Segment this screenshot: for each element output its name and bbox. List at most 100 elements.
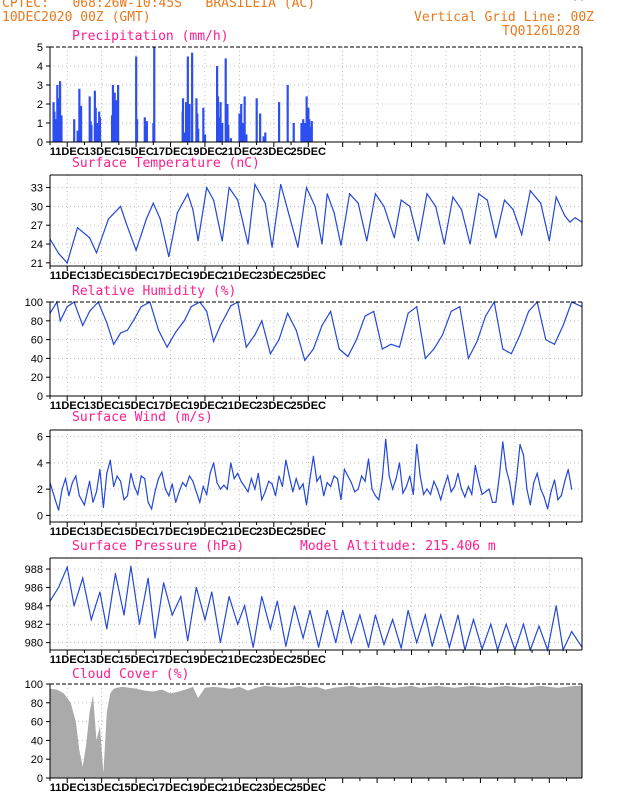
precip-bar	[57, 98, 60, 142]
data-point	[61, 488, 63, 490]
data-point	[88, 480, 91, 482]
data-point	[443, 485, 445, 488]
data-point	[180, 596, 182, 598]
x-tick-label: 17DEC	[153, 782, 189, 794]
data-point	[92, 501, 94, 503]
data-point	[550, 491, 552, 493]
precip-bar	[98, 117, 102, 142]
panel-4: 980 982 984 986 988 11DEC 13DEC15DEC17DEC19DEC…	[25, 539, 583, 666]
data-point	[484, 315, 487, 317]
data-point	[412, 493, 414, 495]
x-tick-label: 13DEC	[84, 654, 120, 666]
data-point	[553, 479, 556, 481]
data-point	[71, 481, 73, 484]
data-point	[288, 215, 290, 217]
data-point	[505, 623, 507, 625]
data-point	[309, 478, 311, 480]
data-point	[168, 255, 170, 258]
data-point	[571, 631, 573, 633]
precip-bar	[76, 130, 79, 142]
data-point	[484, 491, 487, 493]
x-tick-label: 11DEC	[50, 400, 85, 412]
data-point	[216, 481, 218, 484]
y-tick-label: 80	[31, 698, 43, 710]
x-tick-label: 25DEC	[291, 782, 327, 794]
data-point	[326, 193, 328, 195]
data-point	[361, 475, 363, 477]
precip-bar	[58, 81, 62, 142]
data-point	[510, 353, 513, 355]
panel-1: 21 24 27 30 33 11DEC 13DEC15DEC17DEC19DEC21DEC…	[31, 156, 583, 282]
y-tick-label: 100	[25, 297, 43, 309]
data-point	[90, 619, 92, 621]
data-point	[385, 438, 387, 440]
data-point	[212, 199, 215, 201]
series-line	[49, 565, 583, 653]
precip-bar	[94, 107, 97, 142]
data-point	[138, 623, 141, 625]
data-point	[447, 475, 449, 477]
data-point	[171, 614, 173, 616]
x-tick-label: 17DEC	[153, 654, 189, 666]
x-tick-label: 21DEC	[222, 526, 258, 538]
data-point	[140, 475, 142, 477]
precip-bar	[90, 124, 93, 142]
data-point	[522, 454, 525, 456]
x-tick-label: 15DEC	[118, 270, 154, 282]
data-point	[254, 334, 256, 336]
data-point	[261, 596, 263, 598]
data-point	[330, 310, 332, 312]
data-point	[226, 488, 228, 490]
data-point	[106, 472, 108, 474]
data-point	[75, 475, 77, 477]
data-point	[264, 491, 266, 493]
data-point	[240, 480, 242, 482]
precip-bar	[73, 119, 76, 142]
y-tick-label: 0	[37, 391, 43, 403]
data-point	[546, 508, 549, 510]
precip-bar	[229, 138, 232, 142]
data-point	[348, 193, 351, 195]
data-point	[288, 475, 290, 477]
data-point	[106, 628, 108, 630]
x-tick-label: 19DEC	[187, 782, 223, 794]
data-point	[519, 443, 521, 446]
data-point	[113, 485, 115, 488]
data-point	[107, 218, 110, 220]
data-point	[529, 504, 531, 506]
data-point	[276, 600, 278, 602]
data-point	[212, 340, 215, 343]
panel-title: Surface Temperature (nC)	[72, 156, 260, 171]
data-point	[393, 237, 395, 239]
data-point	[159, 218, 161, 220]
x-tick-label: 21DEC	[222, 400, 258, 412]
data-point	[175, 331, 177, 333]
data-point	[299, 488, 301, 490]
data-point	[503, 199, 506, 201]
data-point	[416, 642, 418, 644]
data-point	[457, 614, 459, 616]
precip-bar	[191, 52, 194, 143]
series-line	[49, 439, 573, 511]
precip-bar	[143, 117, 146, 142]
data-point	[76, 227, 79, 229]
y-tick-label: 33	[31, 183, 43, 195]
data-point	[95, 252, 98, 254]
data-point	[271, 483, 273, 485]
data-point	[433, 480, 435, 482]
precip-bar	[300, 123, 303, 142]
data-point	[204, 619, 206, 621]
data-point	[280, 183, 282, 186]
precip-bar	[60, 115, 63, 142]
data-point	[113, 343, 115, 345]
data-point	[491, 501, 494, 503]
data-point	[429, 493, 432, 495]
data-point	[321, 243, 323, 245]
precip-bar	[277, 102, 281, 142]
data-point	[529, 190, 531, 192]
data-point	[416, 306, 418, 308]
data-point	[237, 199, 239, 201]
data-point	[202, 485, 204, 488]
data-point	[402, 492, 404, 494]
precip-bar	[188, 104, 191, 142]
